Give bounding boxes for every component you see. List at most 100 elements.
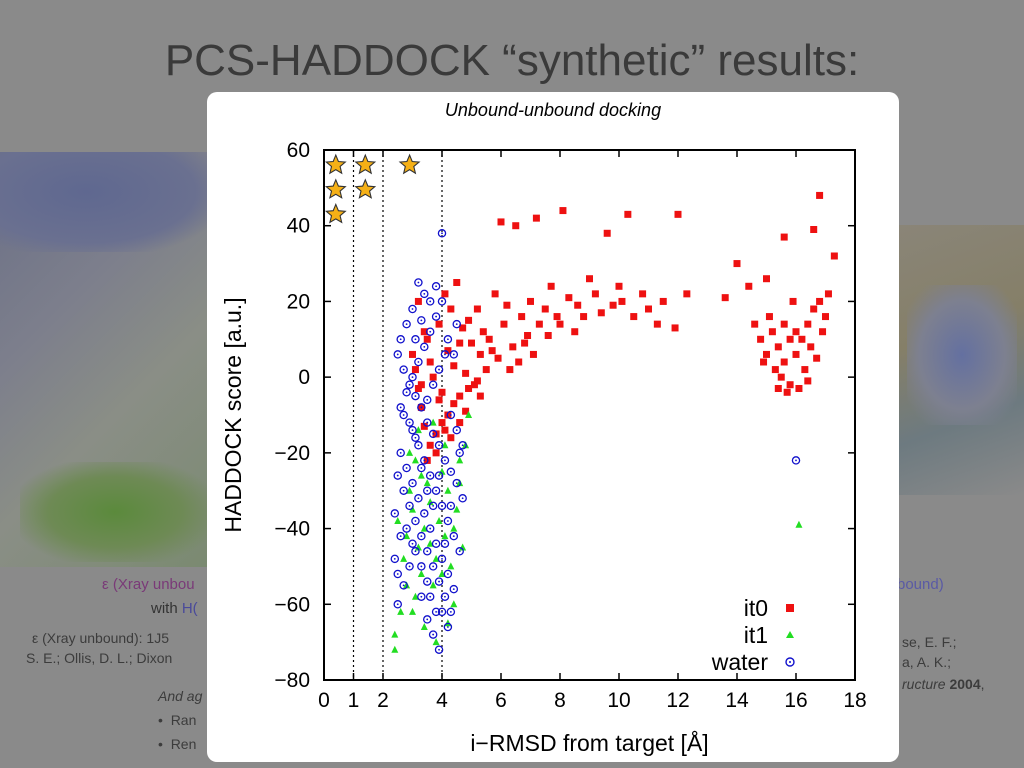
data-point-center-water xyxy=(435,610,437,613)
data-point-center-water xyxy=(408,421,411,424)
data-point-center-water xyxy=(432,633,435,636)
data-point-it0 xyxy=(456,339,464,347)
data-point-it0 xyxy=(420,422,428,430)
data-point-center-water xyxy=(417,497,420,500)
data-point-water xyxy=(414,441,423,450)
x-tick-label: 18 xyxy=(843,689,866,712)
data-point-water xyxy=(431,539,441,548)
data-point-center-water xyxy=(455,482,458,485)
data-point-center-water xyxy=(408,504,411,507)
data-point-center-water xyxy=(449,470,452,473)
data-point-center-water xyxy=(423,512,426,515)
data-point-center-water xyxy=(449,504,452,507)
data-point-it0 xyxy=(819,328,827,336)
data-point-it1 xyxy=(423,479,431,487)
data-point-water xyxy=(434,471,444,480)
data-point-water xyxy=(440,456,450,465)
data-point-it1 xyxy=(438,467,446,475)
data-point-water xyxy=(405,380,414,389)
data-point-water xyxy=(393,350,402,359)
x-tick-label: 1 xyxy=(348,689,360,712)
data-point-water xyxy=(402,524,411,533)
data-point-center-water xyxy=(417,444,420,447)
x-tick-label: 8 xyxy=(554,689,566,712)
data-point-it1 xyxy=(444,619,452,627)
data-point-water xyxy=(396,335,405,344)
data-point-it0 xyxy=(780,320,788,328)
data-point-water xyxy=(431,312,441,321)
data-point-water xyxy=(428,380,438,389)
legend-label-water: water xyxy=(711,649,769,675)
data-point-water xyxy=(417,562,426,571)
data-point-it1 xyxy=(438,570,446,577)
data-point-it0 xyxy=(822,313,829,321)
data-point-water xyxy=(428,630,438,639)
data-point-center-water xyxy=(444,353,446,356)
data-point-it0 xyxy=(438,419,446,427)
data-point-it1 xyxy=(429,418,437,426)
data-point-center-water xyxy=(452,588,455,591)
right-reference-line1: se, E. F.; xyxy=(902,634,957,650)
x-tick-label: 10 xyxy=(607,689,630,712)
data-point-center-water xyxy=(444,542,446,545)
data-point-center-water xyxy=(444,459,446,462)
data-point-it1 xyxy=(465,411,473,418)
data-point-it0 xyxy=(509,343,517,351)
protein-surface-blob xyxy=(0,152,215,252)
data-point-it0 xyxy=(556,320,564,328)
data-point-center-water xyxy=(458,451,461,454)
data-point-water xyxy=(408,304,417,314)
data-point-center-water xyxy=(402,489,405,492)
data-point-it0 xyxy=(624,210,632,218)
star-marker xyxy=(354,153,377,175)
data-point-center-water xyxy=(438,444,440,447)
data-point-it0 xyxy=(529,350,537,358)
data-point-it0 xyxy=(417,381,425,389)
data-point-center-water xyxy=(411,542,414,545)
data-point-it0 xyxy=(816,191,824,199)
data-point-it0 xyxy=(565,294,573,302)
data-point-water xyxy=(422,395,432,405)
data-point-it0 xyxy=(444,347,452,355)
data-point-center-water xyxy=(411,308,414,310)
data-point-center-water xyxy=(426,398,429,401)
data-point-it0 xyxy=(786,381,794,389)
data-point-it1 xyxy=(409,607,416,615)
data-point-it0 xyxy=(411,366,419,374)
data-point-center-water xyxy=(423,459,426,462)
data-point-it0 xyxy=(459,324,467,332)
data-point-it0 xyxy=(774,385,782,392)
data-point-it0 xyxy=(476,392,484,400)
data-point-it0 xyxy=(783,388,791,396)
data-point-water xyxy=(425,592,435,601)
data-point-center-water xyxy=(414,436,417,439)
legend-marker-it0 xyxy=(786,604,794,612)
data-point-water xyxy=(411,335,420,344)
data-point-water xyxy=(420,509,429,518)
data-point-center-water xyxy=(396,353,399,356)
data-point-center-water xyxy=(405,527,408,530)
data-point-center-water xyxy=(399,406,402,409)
right-reference-line3: ructure 2004, xyxy=(902,676,985,692)
data-point-it0 xyxy=(426,358,434,366)
data-point-it0 xyxy=(527,297,534,305)
data-point-water xyxy=(434,645,444,654)
data-point-it1 xyxy=(420,524,428,532)
data-point-it0 xyxy=(423,456,431,464)
data-point-it0 xyxy=(438,388,446,396)
data-point-it1 xyxy=(409,505,416,513)
data-point-water xyxy=(434,365,444,374)
left-bullet-2-text: Ren xyxy=(170,736,197,752)
data-point-it0 xyxy=(491,290,499,298)
data-point-it0 xyxy=(447,434,455,442)
y-tick-label: −40 xyxy=(274,518,310,541)
data-point-center-water xyxy=(420,565,423,568)
data-point-water xyxy=(446,410,456,420)
data-point-water xyxy=(791,456,801,465)
data-point-water xyxy=(425,471,435,480)
data-point-it0 xyxy=(780,233,788,241)
star-marker xyxy=(324,153,347,175)
data-point-center-water xyxy=(420,467,423,469)
data-point-it0 xyxy=(488,347,496,355)
data-point-it0 xyxy=(807,343,815,351)
